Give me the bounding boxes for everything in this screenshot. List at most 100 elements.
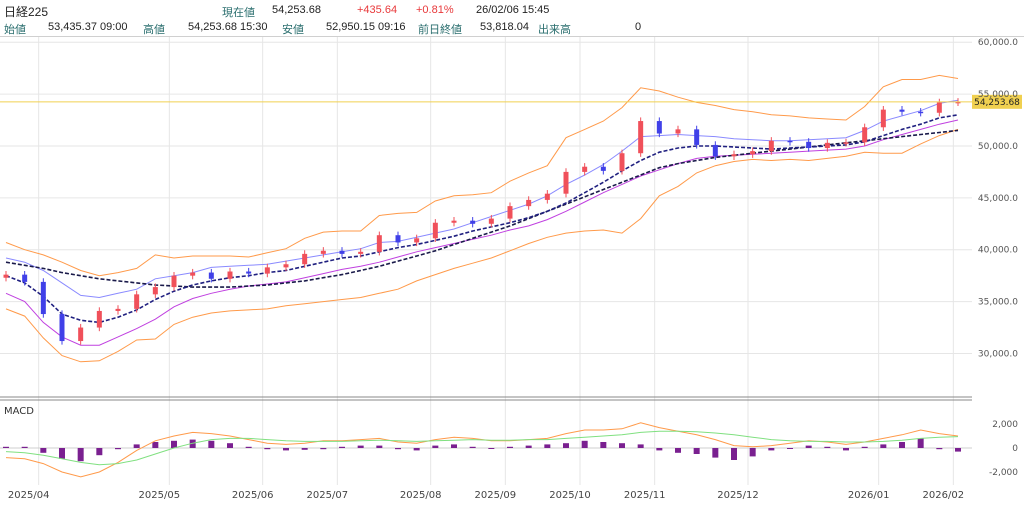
date-axis: 2025/04 2025/05 2025/06 2025/07 2025/08 2025/… (8, 490, 964, 501)
macd-histogram-bar (264, 448, 271, 450)
macd-tick-label: -2,000 (989, 468, 1018, 478)
macd-histogram-bar (301, 448, 308, 450)
macd-histogram-bar (712, 448, 719, 458)
candle-body (227, 271, 233, 279)
macd-histogram-bar (40, 448, 47, 453)
macd-histogram-bar (432, 445, 439, 448)
macd-histogram-bar (544, 444, 551, 448)
macd-histogram-bar (469, 446, 476, 448)
macd-histogram-bar (171, 440, 177, 448)
quote-datetime: 26/02/06 15:45 (476, 4, 550, 16)
candle-body (134, 294, 140, 309)
y-tick-label: 60,000.0 (978, 38, 1018, 48)
macd-histogram-bar (768, 448, 775, 451)
macd-histogram-bar (563, 443, 569, 448)
macd-line (5, 422, 959, 478)
x-tick-label: 2026/01 (848, 490, 890, 501)
candle-body (432, 222, 438, 239)
volume-value: 0 (635, 21, 642, 33)
low-label: 安値 (282, 24, 304, 36)
candle-body (694, 129, 700, 145)
candle-body (40, 281, 46, 315)
y-tick-label: 55,000.0 (978, 90, 1018, 100)
candle-body (544, 193, 550, 200)
candle-body (619, 153, 625, 171)
bb-upper-1sigma (5, 99, 959, 299)
y-tick-label: 45,000.0 (978, 194, 1018, 204)
candle-body (320, 250, 326, 254)
change-percent: +0.81% (416, 4, 454, 16)
current-price-label: 現在値 (222, 7, 255, 19)
candle-body (507, 206, 513, 219)
macd-histogram-bar (525, 445, 532, 448)
candle-body (190, 272, 196, 276)
x-tick-label: 2025/07 (307, 490, 349, 501)
x-tick-label: 2025/10 (549, 490, 591, 501)
macd-histogram-bar (227, 443, 233, 448)
x-tick-label: 2025/04 (8, 490, 50, 501)
macd-histogram-bar (917, 438, 924, 448)
macd-histogram-bar (507, 446, 513, 448)
macd-panel: 2,000 0 -2,000 (0, 420, 1018, 478)
macd-histogram-bar (339, 446, 345, 448)
open-label: 始値 (4, 24, 26, 36)
candle-body (208, 272, 214, 279)
macd-histogram-bar (581, 440, 588, 448)
bb-lower-1sigma (5, 119, 959, 346)
macd-histogram-bar (675, 448, 681, 453)
macd-histogram-bar (843, 448, 849, 451)
candle-body (59, 314, 65, 342)
candle-body (712, 144, 718, 157)
candle-body (955, 101, 961, 104)
candle-body (302, 253, 308, 265)
macd-histogram-bar (189, 439, 196, 448)
y-tick-label: 50,000.0 (978, 142, 1018, 152)
candle-body (806, 141, 812, 149)
macd-histogram-bar (208, 440, 215, 448)
macd-histogram-bar (955, 448, 961, 452)
macd-histogram-bar (749, 448, 756, 457)
candle-body (358, 251, 364, 254)
y-tick-label: 35,000.0 (978, 298, 1018, 308)
bb-lower-2sigma (5, 128, 959, 363)
candle-body (600, 166, 606, 171)
candle-body (675, 129, 681, 134)
candle-body (414, 238, 420, 243)
quote-header: 日経225 現在値 54,253.68 +435.64 +0.81% 26/02… (0, 0, 1024, 37)
macd-histogram-bar (600, 442, 607, 448)
macd-histogram-bar (787, 448, 793, 449)
candle-body (395, 235, 401, 243)
x-tick-label: 2026/02 (923, 490, 965, 501)
candle-body (563, 171, 569, 194)
macd-histogram-bar (731, 448, 737, 460)
macd-histogram-bar (451, 444, 457, 448)
candle-body (862, 127, 868, 143)
candle-body (638, 121, 644, 154)
x-tick-label: 2025/11 (624, 490, 666, 501)
macd-histogram-bar (693, 448, 700, 454)
x-tick-label: 2025/06 (232, 490, 274, 501)
candle-body (3, 274, 9, 278)
macd-histogram-bar (656, 448, 663, 451)
macd-tick-label: 2,000 (992, 420, 1018, 430)
y-tick-label: 40,000.0 (978, 246, 1018, 256)
candle-body (283, 264, 289, 268)
candle-body (96, 310, 102, 328)
high-value: 54,253.68 15:30 (188, 21, 268, 33)
macd-histogram-bar (96, 448, 103, 456)
bb-upper-2sigma (5, 74, 959, 277)
macd-histogram-bar (283, 448, 289, 451)
candle-body (264, 267, 270, 274)
current-price-value: 54,253.68 (272, 4, 321, 16)
macd-histogram-bar (152, 442, 159, 448)
macd-histogram-bar (115, 448, 121, 450)
candle-body (488, 218, 494, 224)
candle-body (451, 220, 457, 223)
macd-histogram-bar (805, 445, 812, 448)
y-tick-label: 30,000.0 (978, 349, 1018, 359)
candle-body (376, 235, 382, 252)
macd-histogram-bar (861, 446, 868, 448)
signal-line (5, 430, 959, 466)
candle-body (824, 142, 830, 149)
